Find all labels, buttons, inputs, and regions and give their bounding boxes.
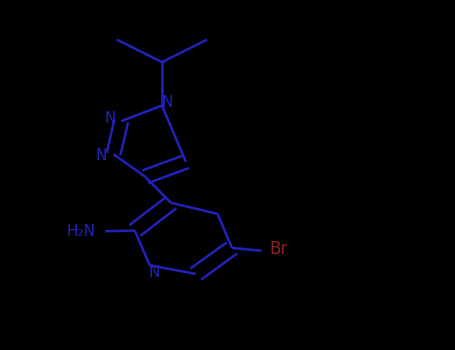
Text: N: N — [162, 94, 173, 110]
Text: H₂N: H₂N — [66, 224, 95, 239]
Text: N: N — [95, 148, 106, 163]
Text: N: N — [148, 265, 160, 280]
Text: N: N — [104, 111, 116, 126]
Text: Br: Br — [269, 240, 287, 258]
